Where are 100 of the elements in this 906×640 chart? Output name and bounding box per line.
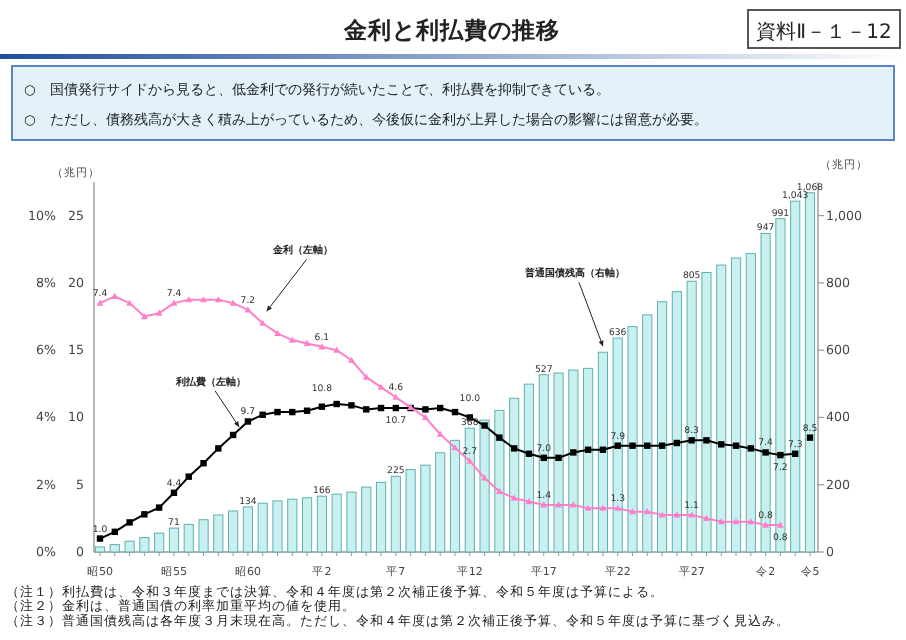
point (569, 501, 577, 508)
bar (494, 409, 505, 553)
bar (405, 469, 416, 553)
point (140, 312, 148, 320)
bar (583, 367, 594, 553)
bar (464, 427, 475, 553)
bar (302, 497, 313, 553)
point (555, 501, 562, 508)
point (570, 449, 577, 456)
point (762, 521, 770, 528)
point (126, 519, 133, 526)
bar (109, 544, 120, 553)
point (658, 511, 666, 518)
point (363, 406, 370, 413)
point (688, 437, 695, 444)
bar (154, 532, 165, 553)
point (777, 521, 784, 528)
point (348, 356, 355, 363)
point (718, 441, 725, 448)
point (629, 442, 636, 449)
bar (657, 301, 668, 553)
point (496, 434, 503, 441)
point (466, 457, 474, 464)
point (274, 408, 281, 416)
bar (272, 500, 283, 553)
point (274, 329, 281, 336)
point (185, 473, 192, 480)
point (170, 299, 178, 306)
bar (553, 372, 564, 553)
point (747, 518, 755, 525)
point (422, 406, 429, 413)
bar (775, 218, 786, 553)
point (200, 460, 207, 467)
point (348, 402, 355, 409)
point (614, 504, 622, 511)
point (629, 508, 636, 515)
point (126, 299, 133, 306)
point (155, 504, 163, 511)
bar (375, 481, 387, 553)
bar (213, 514, 224, 553)
point (747, 445, 755, 452)
point (96, 299, 104, 306)
bar (316, 495, 327, 553)
bar (228, 510, 239, 553)
bar (523, 383, 535, 553)
point (422, 413, 429, 421)
point (155, 309, 163, 316)
bar (346, 491, 357, 553)
bar (139, 537, 150, 553)
point (362, 373, 370, 380)
point (303, 339, 311, 347)
bar (686, 280, 697, 553)
bar (331, 493, 342, 553)
point (377, 383, 385, 390)
line-series (96, 292, 784, 528)
point (229, 299, 237, 306)
chart-title: 金利と利払費の推移 (342, 16, 560, 44)
bar (287, 498, 298, 553)
point (481, 422, 488, 429)
point (244, 418, 252, 425)
point (96, 535, 104, 542)
point (510, 494, 518, 501)
bar (390, 475, 401, 553)
point (288, 336, 296, 343)
bar (538, 374, 549, 553)
bar (242, 506, 253, 553)
point (214, 296, 222, 303)
point (481, 474, 488, 481)
bar (449, 439, 461, 553)
point (777, 451, 784, 459)
point (436, 430, 444, 437)
bar (94, 546, 106, 553)
point (141, 511, 148, 518)
point (525, 497, 533, 505)
bar (198, 519, 209, 553)
bar (627, 326, 638, 553)
point (510, 445, 518, 452)
bar (124, 540, 135, 553)
point (185, 296, 193, 303)
point (333, 400, 340, 408)
point (673, 511, 681, 518)
point (318, 403, 326, 410)
point (584, 504, 592, 511)
point (717, 518, 725, 525)
point (599, 504, 607, 511)
point (540, 501, 548, 508)
bar (435, 452, 446, 553)
bar (701, 271, 712, 553)
bar (183, 523, 194, 553)
point (643, 508, 651, 515)
bar (479, 419, 490, 553)
bar (671, 291, 682, 553)
bar (760, 232, 771, 553)
bar (612, 337, 623, 553)
point (495, 487, 503, 495)
bar (642, 314, 653, 553)
bar (716, 264, 727, 553)
point (703, 514, 710, 521)
bar (168, 527, 180, 553)
point (688, 511, 696, 518)
